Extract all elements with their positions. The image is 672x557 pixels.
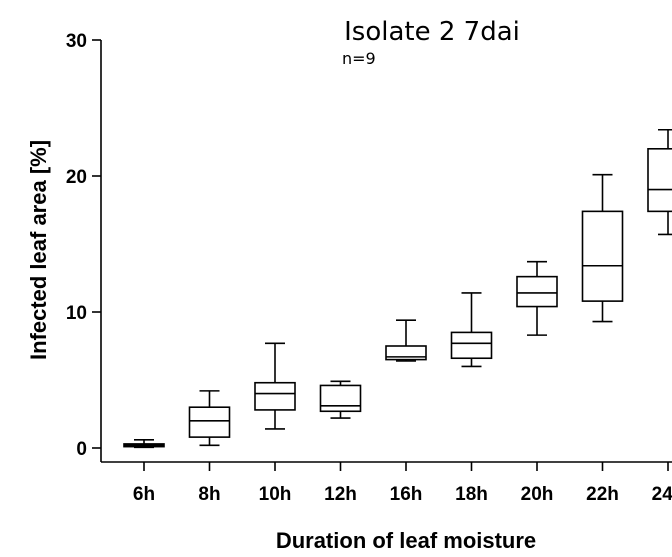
x-tick-label: 12h (324, 484, 357, 505)
y-tick-label: 20 (66, 167, 87, 188)
y-axis-ticks: 0 10 20 30 (66, 31, 101, 460)
y-tick-label: 10 (66, 303, 87, 324)
iqr-box (647, 148, 672, 213)
y-tick-label: 0 (76, 439, 87, 460)
boxes-group (123, 128, 672, 449)
box-6h (123, 439, 165, 449)
x-tick-label: 6h (133, 484, 155, 505)
box-16h (385, 319, 427, 362)
x-tick-label: 20h (521, 484, 554, 505)
box-8h (188, 390, 231, 447)
y-axis-title: Infected leaf area [%] (26, 140, 51, 360)
x-axis-ticks: 6h 8h 10h 12h 16h 18h 20h 22h 24h (133, 462, 672, 505)
x-tick-label: 18h (455, 484, 488, 505)
x-tick-label: 8h (198, 484, 220, 505)
iqr-box (581, 210, 624, 302)
iqr-box (254, 381, 296, 411)
box-18h (450, 292, 493, 368)
x-tick-label: 10h (259, 484, 292, 505)
iqr-box (319, 384, 362, 413)
box-10h (254, 342, 296, 430)
chart-title: Isolate 2 7dai (344, 17, 520, 47)
x-tick-label: 22h (586, 484, 619, 505)
box-24h (647, 128, 672, 236)
x-axis-title: Duration of leaf moisture (276, 528, 536, 553)
iqr-box (188, 406, 231, 438)
box-12h (319, 380, 362, 419)
y-tick-label: 30 (66, 31, 87, 52)
x-tick-label: 24h (652, 484, 672, 505)
box-22h (581, 173, 624, 323)
x-tick-label: 16h (390, 484, 423, 505)
box-20h (516, 260, 558, 336)
iqr-box (450, 331, 493, 360)
chart-subtitle: n=9 (342, 49, 376, 68)
iqr-box (516, 275, 558, 308)
